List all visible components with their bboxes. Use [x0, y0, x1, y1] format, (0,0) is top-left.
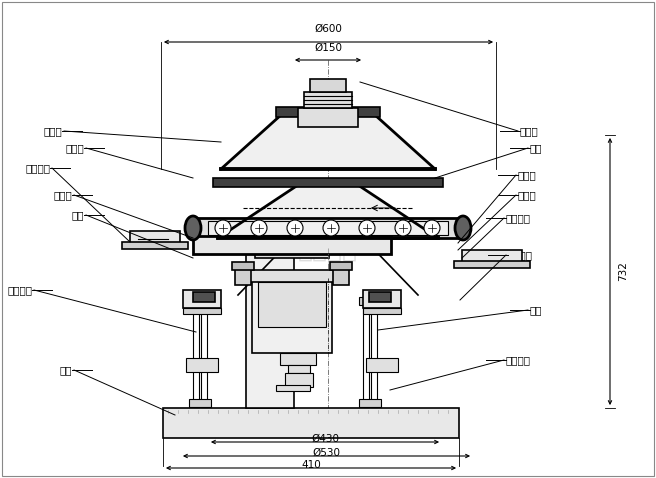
- Text: 防尘盖: 防尘盖: [43, 126, 62, 136]
- Bar: [363, 308, 401, 314]
- Text: 电机: 电机: [530, 305, 543, 315]
- Text: 732: 732: [618, 261, 628, 282]
- Bar: [186, 358, 218, 372]
- Bar: [255, 248, 329, 258]
- Bar: [183, 308, 221, 314]
- Text: 弹跳球: 弹跳球: [518, 190, 537, 200]
- Bar: [366, 358, 398, 372]
- Circle shape: [287, 220, 303, 236]
- Bar: [189, 297, 211, 305]
- Bar: [130, 231, 180, 247]
- Bar: [213, 178, 443, 187]
- Circle shape: [359, 220, 375, 236]
- Bar: [359, 399, 381, 407]
- Text: 大束环: 大束环: [53, 190, 72, 200]
- Bar: [288, 365, 310, 373]
- Bar: [208, 221, 448, 235]
- Bar: [462, 250, 522, 266]
- Text: 上框: 上框: [530, 143, 543, 153]
- Bar: [193, 292, 215, 302]
- Bar: [246, 248, 294, 408]
- Circle shape: [251, 220, 267, 236]
- Text: Ø150: Ø150: [314, 43, 342, 53]
- Bar: [285, 373, 313, 387]
- Ellipse shape: [455, 216, 471, 240]
- Bar: [363, 297, 369, 407]
- Bar: [193, 297, 199, 407]
- Bar: [280, 353, 316, 365]
- Bar: [122, 242, 188, 249]
- Circle shape: [323, 220, 339, 236]
- Bar: [252, 278, 332, 353]
- Text: Ø600: Ø600: [315, 24, 342, 34]
- Text: 粗出料口: 粗出料口: [25, 163, 50, 173]
- Circle shape: [395, 220, 411, 236]
- Bar: [371, 297, 377, 407]
- Bar: [232, 262, 254, 270]
- Bar: [276, 385, 310, 391]
- Text: 大汉机械: 大汉机械: [298, 238, 358, 262]
- Bar: [298, 108, 358, 127]
- Bar: [163, 408, 459, 438]
- Text: 底框: 底框: [72, 210, 84, 220]
- Text: 下部重锤: 下部重锤: [506, 355, 531, 365]
- Bar: [276, 107, 380, 117]
- Bar: [333, 267, 349, 285]
- Bar: [244, 270, 340, 282]
- Text: 410: 410: [301, 460, 321, 470]
- Bar: [183, 290, 221, 308]
- Bar: [198, 218, 458, 238]
- Bar: [310, 79, 346, 92]
- Bar: [454, 261, 530, 268]
- Text: 小束环: 小束环: [65, 143, 84, 153]
- Bar: [359, 297, 381, 305]
- Text: Ø430: Ø430: [311, 434, 339, 444]
- Bar: [201, 297, 207, 407]
- Polygon shape: [218, 185, 438, 238]
- Text: 底座: 底座: [60, 365, 72, 375]
- Bar: [363, 290, 401, 308]
- Bar: [330, 262, 352, 270]
- Bar: [193, 236, 391, 254]
- Circle shape: [215, 220, 231, 236]
- Circle shape: [424, 220, 440, 236]
- Bar: [189, 399, 211, 407]
- Bar: [235, 267, 251, 285]
- Bar: [304, 92, 352, 108]
- Ellipse shape: [185, 216, 201, 240]
- Text: 上部重锤: 上部重锤: [508, 250, 533, 260]
- Bar: [369, 292, 391, 302]
- Text: 进料口: 进料口: [520, 126, 539, 136]
- Text: Ø530: Ø530: [312, 448, 340, 458]
- Polygon shape: [221, 115, 435, 169]
- Text: 减震弹簧: 减震弹簧: [7, 285, 32, 295]
- Bar: [258, 282, 326, 327]
- Text: 细出料口: 细出料口: [506, 213, 531, 223]
- Text: 挡球环: 挡球环: [518, 170, 537, 180]
